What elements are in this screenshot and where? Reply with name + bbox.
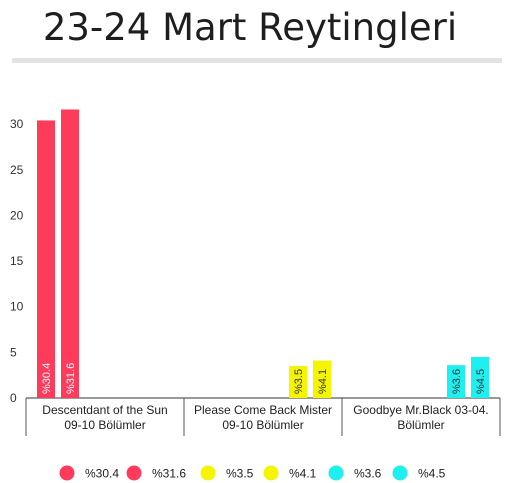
y-tick-label: 0 [10, 391, 17, 405]
bar [37, 120, 55, 398]
legend-label: %31.6 [152, 467, 186, 481]
bar-data-label: %4.1 [317, 369, 329, 394]
y-tick-label: 5 [10, 345, 17, 359]
bar [447, 365, 465, 398]
legend-marker [328, 465, 344, 481]
title-divider [12, 58, 502, 63]
legend-marker [59, 465, 75, 481]
legend-marker [392, 465, 408, 481]
y-tick-label: 25 [10, 163, 24, 177]
bar-data-label: %31.6 [65, 363, 77, 394]
category-label: 09-10 Bölümler [222, 418, 303, 432]
legend-label: %4.5 [418, 467, 446, 481]
legend-label: %3.5 [226, 467, 254, 481]
category-label: Bölümler [397, 418, 444, 432]
legend-label: %4.1 [289, 467, 317, 481]
y-tick-label: 10 [10, 300, 24, 314]
category-label: 09-10 Bölümler [64, 418, 145, 432]
category-label: Descentdant of the Sun [42, 403, 167, 417]
legend-marker [263, 465, 279, 481]
y-tick-label: 20 [10, 208, 24, 222]
bar [313, 360, 331, 398]
bar [289, 366, 307, 398]
bar [61, 109, 79, 398]
legend-label: %30.4 [85, 467, 119, 481]
legend-label: %3.6 [354, 467, 382, 481]
bar-data-label: %4.5 [475, 369, 487, 394]
category-label: Please Come Back Mister [194, 403, 332, 417]
category-label: Goodbye Mr.Black 03-04. [353, 403, 488, 417]
legend-marker [126, 465, 142, 481]
chart-title: 23-24 Mart Reytingleri [42, 6, 458, 49]
bar-data-label: %3.5 [293, 369, 305, 394]
bar-data-label: %3.6 [451, 369, 463, 394]
bar [471, 356, 489, 398]
y-tick-label: 30 [10, 117, 24, 131]
y-tick-label: 15 [10, 254, 24, 268]
bar-data-label: %30.4 [41, 363, 53, 394]
legend-marker [200, 465, 216, 481]
